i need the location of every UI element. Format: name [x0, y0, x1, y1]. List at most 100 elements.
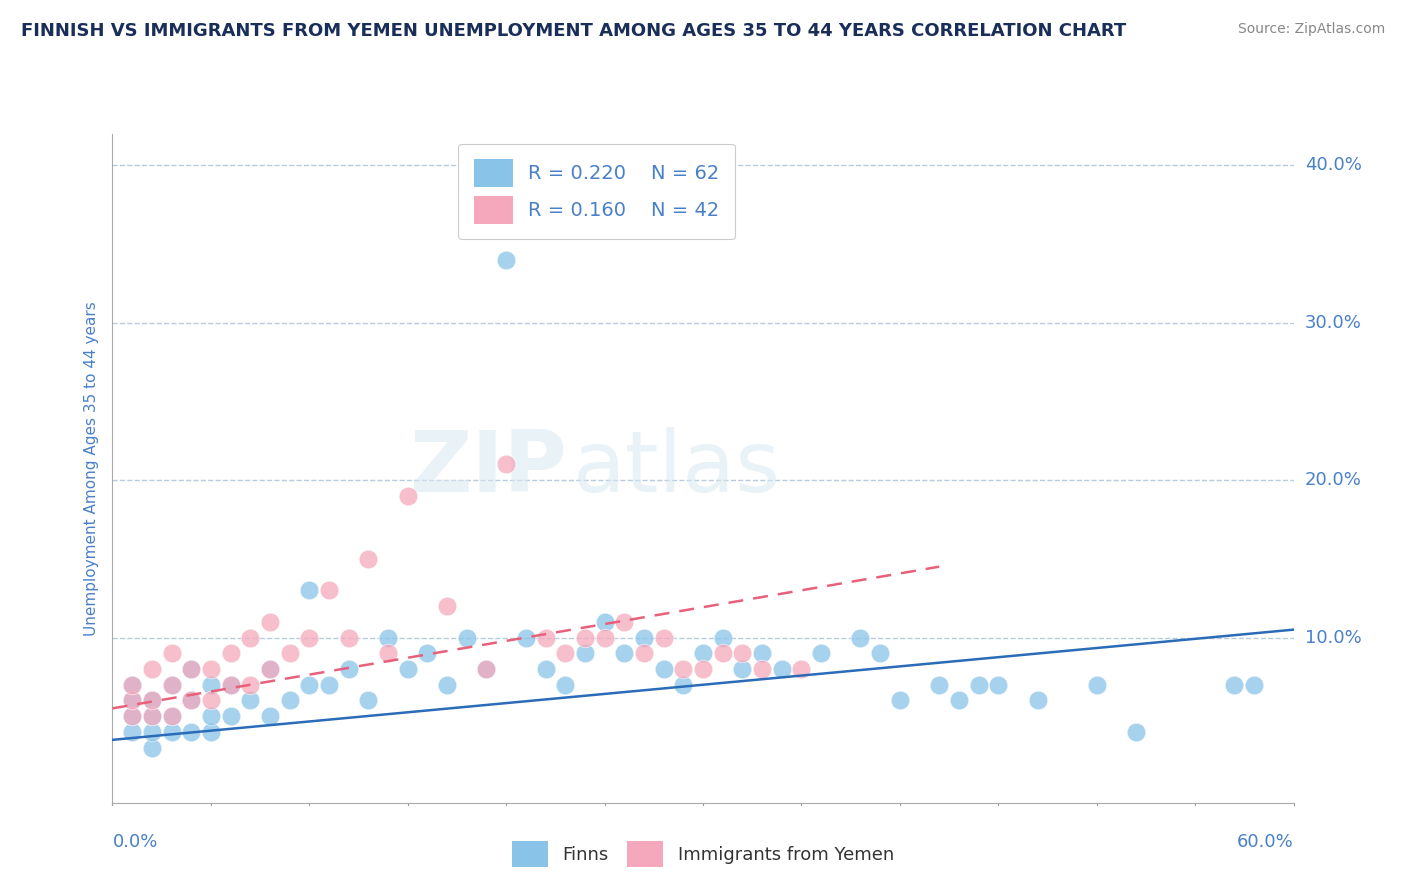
Point	[200, 709, 222, 723]
Point	[141, 662, 163, 676]
Text: 0.0%: 0.0%	[112, 833, 157, 851]
Point	[180, 662, 202, 676]
Point	[751, 646, 773, 660]
Point	[652, 631, 675, 645]
Legend: R = 0.220    N = 62, R = 0.160    N = 42: R = 0.220 N = 62, R = 0.160 N = 42	[458, 144, 735, 239]
Point	[259, 615, 281, 629]
Point	[141, 709, 163, 723]
Point	[1085, 678, 1108, 692]
Point	[160, 678, 183, 692]
Point	[711, 631, 734, 645]
Point	[633, 646, 655, 660]
Point	[259, 662, 281, 676]
Point	[770, 662, 793, 676]
Text: 40.0%: 40.0%	[1305, 156, 1361, 174]
Point	[593, 631, 616, 645]
Text: 30.0%: 30.0%	[1305, 314, 1361, 332]
Point	[337, 631, 360, 645]
Point	[337, 662, 360, 676]
Point	[141, 740, 163, 755]
Point	[160, 678, 183, 692]
Point	[869, 646, 891, 660]
Point	[593, 615, 616, 629]
Point	[790, 662, 813, 676]
Point	[672, 678, 695, 692]
Point	[515, 631, 537, 645]
Point	[1026, 693, 1049, 707]
Point	[751, 662, 773, 676]
Point	[849, 631, 872, 645]
Point	[180, 725, 202, 739]
Point	[1125, 725, 1147, 739]
Point	[475, 662, 498, 676]
Point	[672, 662, 695, 676]
Text: Source: ZipAtlas.com: Source: ZipAtlas.com	[1237, 22, 1385, 37]
Point	[967, 678, 990, 692]
Point	[219, 678, 242, 692]
Point	[613, 615, 636, 629]
Point	[200, 662, 222, 676]
Point	[219, 646, 242, 660]
Point	[141, 693, 163, 707]
Text: atlas: atlas	[574, 426, 782, 510]
Point	[396, 662, 419, 676]
Point	[554, 678, 576, 692]
Point	[436, 599, 458, 613]
Point	[219, 709, 242, 723]
Point	[574, 646, 596, 660]
Point	[1243, 678, 1265, 692]
Point	[160, 709, 183, 723]
Point	[141, 725, 163, 739]
Point	[396, 489, 419, 503]
Point	[318, 678, 340, 692]
Point	[357, 693, 380, 707]
Point	[121, 709, 143, 723]
Point	[298, 678, 321, 692]
Point	[495, 252, 517, 267]
Legend: Finns, Immigrants from Yemen: Finns, Immigrants from Yemen	[505, 834, 901, 874]
Point	[948, 693, 970, 707]
Point	[298, 583, 321, 598]
Point	[652, 662, 675, 676]
Point	[160, 725, 183, 739]
Point	[731, 662, 754, 676]
Point	[259, 709, 281, 723]
Point	[121, 678, 143, 692]
Point	[278, 646, 301, 660]
Point	[141, 693, 163, 707]
Point	[200, 693, 222, 707]
Point	[731, 646, 754, 660]
Point	[475, 662, 498, 676]
Point	[141, 709, 163, 723]
Text: 10.0%: 10.0%	[1305, 629, 1361, 647]
Point	[613, 646, 636, 660]
Point	[633, 631, 655, 645]
Point	[692, 646, 714, 660]
Point	[574, 631, 596, 645]
Point	[495, 458, 517, 472]
Point	[928, 678, 950, 692]
Point	[160, 646, 183, 660]
Point	[534, 631, 557, 645]
Point	[534, 662, 557, 676]
Point	[377, 646, 399, 660]
Point	[456, 631, 478, 645]
Text: ZIP: ZIP	[409, 426, 567, 510]
Point	[1223, 678, 1246, 692]
Point	[121, 693, 143, 707]
Point	[239, 631, 262, 645]
Point	[436, 678, 458, 692]
Point	[259, 662, 281, 676]
Point	[318, 583, 340, 598]
Point	[239, 693, 262, 707]
Point	[180, 662, 202, 676]
Point	[987, 678, 1010, 692]
Point	[121, 693, 143, 707]
Point	[889, 693, 911, 707]
Point	[357, 551, 380, 566]
Point	[554, 646, 576, 660]
Point	[200, 678, 222, 692]
Point	[711, 646, 734, 660]
Point	[180, 693, 202, 707]
Point	[121, 725, 143, 739]
